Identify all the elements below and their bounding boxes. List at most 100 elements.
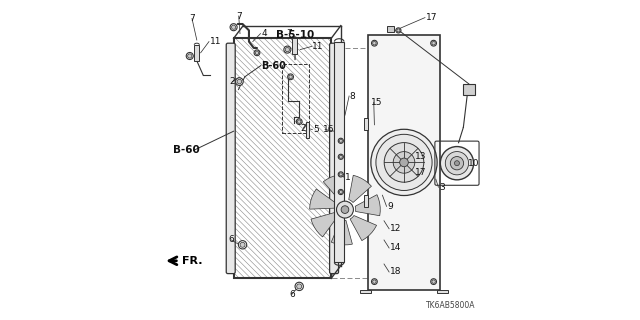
Text: FR.: FR. <box>182 256 203 266</box>
Circle shape <box>454 161 460 166</box>
Circle shape <box>432 42 435 45</box>
Bar <box>234 38 332 278</box>
Circle shape <box>393 152 415 173</box>
Bar <box>463 84 474 95</box>
Text: 11: 11 <box>312 42 324 51</box>
Polygon shape <box>355 195 380 216</box>
Circle shape <box>236 78 243 85</box>
Circle shape <box>254 50 260 56</box>
Bar <box>364 195 368 207</box>
Polygon shape <box>323 174 344 200</box>
Text: 16: 16 <box>323 125 334 134</box>
Circle shape <box>372 42 376 45</box>
Text: 2: 2 <box>301 124 307 132</box>
Circle shape <box>339 155 342 158</box>
Circle shape <box>297 284 301 289</box>
Polygon shape <box>311 212 337 237</box>
Circle shape <box>298 120 301 123</box>
Circle shape <box>371 40 378 46</box>
Text: 13: 13 <box>415 152 427 161</box>
Circle shape <box>384 143 424 182</box>
Bar <box>292 38 297 54</box>
Circle shape <box>376 134 432 190</box>
Bar <box>364 118 368 130</box>
Polygon shape <box>310 189 336 209</box>
Text: 12: 12 <box>390 224 401 233</box>
Circle shape <box>255 51 259 54</box>
Circle shape <box>396 28 401 33</box>
Text: 8: 8 <box>349 92 355 100</box>
Text: 6: 6 <box>289 290 295 299</box>
Bar <box>332 48 421 278</box>
Circle shape <box>399 158 408 167</box>
Text: 2: 2 <box>230 77 236 86</box>
Circle shape <box>285 47 289 52</box>
Circle shape <box>240 242 245 247</box>
Circle shape <box>431 40 436 46</box>
Polygon shape <box>332 220 353 245</box>
Text: B-60: B-60 <box>261 60 285 71</box>
Circle shape <box>296 119 302 124</box>
Text: 17: 17 <box>426 13 437 22</box>
Circle shape <box>284 46 291 53</box>
Text: 3: 3 <box>439 183 445 192</box>
Text: 9: 9 <box>387 202 393 211</box>
Bar <box>436 290 448 293</box>
Circle shape <box>339 139 342 142</box>
Text: 4: 4 <box>261 29 267 38</box>
Circle shape <box>295 282 303 291</box>
Circle shape <box>451 156 463 170</box>
Circle shape <box>397 29 400 32</box>
Bar <box>234 38 332 278</box>
Text: 5: 5 <box>313 125 319 134</box>
Text: 17: 17 <box>415 168 427 177</box>
Text: 18: 18 <box>390 268 401 276</box>
Bar <box>282 64 309 133</box>
Circle shape <box>371 129 437 196</box>
Circle shape <box>337 201 353 218</box>
Circle shape <box>372 280 376 283</box>
Text: 10: 10 <box>468 159 479 168</box>
Circle shape <box>440 147 474 180</box>
Bar <box>387 26 394 32</box>
Circle shape <box>431 279 436 284</box>
Circle shape <box>186 52 193 60</box>
Bar <box>334 42 344 262</box>
Text: 7: 7 <box>287 29 292 38</box>
Circle shape <box>339 154 344 159</box>
Circle shape <box>289 75 292 78</box>
Text: 6: 6 <box>229 236 234 244</box>
Text: B-5-10: B-5-10 <box>276 30 314 40</box>
Text: 14: 14 <box>390 244 401 252</box>
Circle shape <box>188 54 192 58</box>
Polygon shape <box>350 216 376 241</box>
Circle shape <box>339 190 342 194</box>
Circle shape <box>341 206 349 213</box>
Circle shape <box>239 241 247 249</box>
Circle shape <box>339 189 344 195</box>
Circle shape <box>232 25 236 29</box>
Text: 15: 15 <box>371 98 383 107</box>
Text: 11: 11 <box>210 37 221 46</box>
Text: B-60: B-60 <box>173 145 200 156</box>
FancyBboxPatch shape <box>330 43 339 274</box>
Bar <box>195 45 200 61</box>
Circle shape <box>445 152 468 175</box>
Polygon shape <box>349 175 371 203</box>
Circle shape <box>288 74 293 80</box>
Circle shape <box>339 138 344 143</box>
Text: TK6AB5800A: TK6AB5800A <box>426 301 475 310</box>
FancyBboxPatch shape <box>227 43 236 274</box>
Circle shape <box>432 280 435 283</box>
Circle shape <box>237 79 242 84</box>
Bar <box>360 290 371 293</box>
Circle shape <box>230 24 237 31</box>
Circle shape <box>371 279 378 284</box>
Text: 7: 7 <box>189 14 195 23</box>
Circle shape <box>339 172 344 177</box>
Bar <box>368 35 440 290</box>
Bar <box>306 122 310 138</box>
Circle shape <box>339 173 342 176</box>
Text: 7: 7 <box>236 12 242 20</box>
Text: 1: 1 <box>345 173 351 182</box>
